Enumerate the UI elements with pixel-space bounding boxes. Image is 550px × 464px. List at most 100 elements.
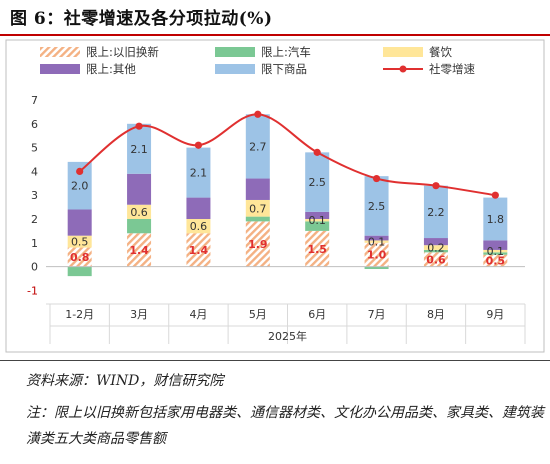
footnote: 注：限上以旧换新包括家用电器类、通信器材类、文化办公用品类、家具类、建筑装潢类五…: [26, 405, 544, 447]
x-tick-label: 1-2月: [65, 308, 94, 321]
bar-trade_in-0: [67, 247, 92, 267]
data-label-below-3: 2.7: [249, 140, 267, 153]
y-tick-label: -1: [27, 284, 38, 297]
bar-trade_in-1: [127, 233, 152, 267]
growth-point-0: [76, 167, 84, 175]
bar-other-3: [245, 178, 270, 200]
y-tick-label: 7: [31, 94, 38, 107]
y-tick-label: 1: [31, 237, 38, 250]
chart-frame: [5, 39, 545, 353]
bar-auto-4: [305, 221, 330, 231]
bar-other-7: [483, 240, 508, 250]
data-label-catering-0: 0.5: [71, 236, 89, 249]
data-label-below-5: 2.5: [368, 200, 386, 213]
bar-other-6: [423, 238, 448, 246]
data-label-below-7: 1.8: [487, 213, 505, 226]
bar-auto-7: [483, 252, 508, 255]
bar-catering-3: [245, 199, 270, 217]
bar-trade_in-5: [364, 242, 389, 267]
footer-rule: [0, 360, 550, 361]
bar-catering-6: [423, 245, 448, 250]
bar-below-7: [483, 197, 508, 241]
growth-point-7: [491, 191, 499, 199]
bar-other-0: [67, 209, 92, 236]
bar-catering-5: [364, 240, 389, 243]
data-label-below-1: 2.1: [130, 143, 148, 156]
bar-catering-1: [127, 204, 152, 219]
data-label-catering-6: 0.2: [427, 242, 445, 255]
bar-auto-6: [423, 249, 448, 253]
y-tick-label: 3: [31, 189, 38, 202]
bar-auto-3: [245, 216, 270, 222]
legend-line-marker: [399, 65, 407, 73]
legend-label: 限上:其他: [86, 62, 136, 76]
y-tick-label: 4: [31, 165, 38, 178]
growth-point-3: [254, 110, 262, 118]
legend-swatch-auto: [215, 47, 255, 57]
data-label-catering-4: 0.1: [308, 214, 326, 227]
bar-other-5: [364, 235, 389, 241]
legend-swatch-catering: [383, 47, 423, 57]
y-tick-label: 6: [31, 118, 38, 131]
bar-auto-1: [127, 219, 152, 234]
data-label-below-2: 2.1: [190, 167, 208, 180]
bars: [46, 114, 525, 277]
data-labels: 0.8 1.4 1.4 1.9 1.5 1.0 0.6 0.5 0.5 0.6 0.6 0.7 0.1 0…: [70, 140, 505, 267]
data-label-trade_in-5: 1.0: [367, 249, 387, 262]
data-label-trade_in-1: 1.4: [129, 244, 149, 257]
source-note: 资料来源：WIND，财信研究院: [26, 373, 224, 389]
data-label-below-4: 2.5: [308, 176, 326, 189]
legend-label: 限上:汽车: [261, 45, 311, 59]
legend-swatch-other: [40, 64, 80, 74]
bar-below-4: [305, 152, 330, 212]
bar-below-1: [127, 123, 152, 174]
data-label-catering-5: 0.1: [368, 236, 386, 249]
bar-auto-5: [364, 266, 389, 269]
bar-auto-0: [67, 266, 92, 277]
x-tick-label: 6月: [308, 308, 326, 321]
data-label-below-0: 2.0: [71, 180, 89, 193]
bar-other-2: [186, 197, 211, 219]
figure-title: 图 6：社零增速及各分项拉动(%): [10, 9, 273, 29]
bar-trade_in-7: [483, 254, 508, 267]
data-label-below-6: 2.2: [427, 206, 445, 219]
bar-trade_in-3: [245, 221, 270, 267]
bar-below-3: [245, 114, 270, 179]
growth-point-5: [372, 174, 381, 183]
data-label-trade_in-6: 0.6: [426, 253, 446, 266]
data-label-trade_in-4: 1.5: [307, 243, 327, 256]
bar-below-6: [423, 185, 448, 239]
bar-trade_in-4: [305, 230, 330, 267]
x-tick-label: 8月: [427, 308, 445, 321]
y-axis: -1 0 1 2 3 4 5 6 7: [27, 94, 38, 297]
x-axis-group-label: 2025年: [268, 329, 307, 343]
y-tick-label: 5: [31, 142, 38, 155]
x-tick-label: 3月: [130, 308, 148, 321]
data-label-trade_in-7: 0.5: [486, 255, 506, 268]
data-label-trade_in-2: 1.4: [189, 244, 209, 257]
x-axis: 1-2月 3月 4月 5月 6月 7月 8月 9月 2025年: [46, 303, 526, 344]
bar-catering-4: [305, 219, 330, 222]
bar-catering-7: [483, 249, 508, 253]
growth-point-1: [135, 122, 143, 130]
legend-label: 餐饮: [429, 45, 452, 59]
data-label-catering-7: 0.1: [487, 245, 505, 258]
x-tick-label: 5月: [249, 308, 267, 321]
bar-trade_in-2: [186, 233, 211, 267]
bar-other-4: [305, 211, 330, 219]
title-rule: [0, 34, 550, 36]
growth-point-4: [313, 148, 321, 156]
bar-catering-2: [186, 219, 211, 234]
legend-swatch-below: [215, 64, 255, 74]
legend-label: 限上:以旧换新: [86, 45, 159, 59]
x-tick-label: 4月: [189, 308, 207, 321]
x-tick-label: 7月: [368, 308, 386, 321]
data-label-catering-1: 0.6: [130, 206, 148, 219]
bar-below-5: [364, 176, 389, 236]
data-label-catering-2: 0.6: [190, 220, 208, 233]
legend-label: 社零增速: [429, 62, 475, 76]
bar-catering-0: [67, 235, 92, 248]
data-label-trade_in-3: 1.9: [248, 238, 268, 251]
